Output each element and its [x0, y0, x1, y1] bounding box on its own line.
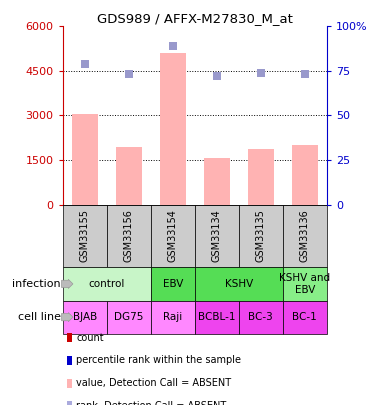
Text: percentile rank within the sample: percentile rank within the sample — [76, 356, 241, 365]
Text: GSM33156: GSM33156 — [124, 209, 134, 262]
Bar — [204, 158, 230, 205]
Bar — [151, 267, 195, 301]
Bar — [283, 301, 327, 334]
Text: infection: infection — [12, 279, 61, 289]
Bar — [239, 301, 283, 334]
Text: GSM33134: GSM33134 — [212, 209, 222, 262]
Bar — [283, 205, 327, 267]
Bar — [116, 147, 142, 205]
Text: control: control — [89, 279, 125, 289]
Text: Raji: Raji — [163, 312, 182, 322]
Point — [302, 71, 308, 78]
Bar — [195, 267, 283, 301]
Title: GDS989 / AFFX-M27830_M_at: GDS989 / AFFX-M27830_M_at — [97, 12, 293, 25]
Bar — [283, 267, 327, 301]
Point — [214, 73, 220, 79]
Text: count: count — [76, 333, 104, 343]
Text: DG75: DG75 — [114, 312, 143, 322]
Bar — [107, 205, 151, 267]
Text: GSM33155: GSM33155 — [80, 209, 90, 262]
Text: GSM33154: GSM33154 — [168, 209, 178, 262]
Text: rank, Detection Call = ABSENT: rank, Detection Call = ABSENT — [76, 401, 226, 405]
Point — [258, 69, 264, 76]
Text: BC-1: BC-1 — [293, 312, 317, 322]
Bar — [291, 145, 318, 205]
Point — [126, 71, 132, 78]
Bar — [63, 205, 107, 267]
Text: KSHV: KSHV — [225, 279, 253, 289]
Text: cell line: cell line — [18, 312, 61, 322]
Bar — [63, 301, 107, 334]
Text: value, Detection Call = ABSENT: value, Detection Call = ABSENT — [76, 378, 231, 388]
Bar — [151, 301, 195, 334]
Point — [170, 43, 176, 49]
Text: GSM33136: GSM33136 — [300, 209, 310, 262]
Bar — [160, 53, 186, 205]
Text: BC-3: BC-3 — [249, 312, 273, 322]
Text: KSHV and
EBV: KSHV and EBV — [279, 273, 330, 295]
Text: EBV: EBV — [163, 279, 183, 289]
Point — [82, 60, 88, 67]
Text: BJAB: BJAB — [73, 312, 97, 322]
Bar — [151, 205, 195, 267]
Bar — [71, 114, 98, 205]
Bar — [107, 301, 151, 334]
Bar — [239, 205, 283, 267]
Text: GSM33135: GSM33135 — [256, 209, 266, 262]
Bar — [195, 301, 239, 334]
Text: BCBL-1: BCBL-1 — [198, 312, 236, 322]
Bar — [195, 205, 239, 267]
Bar — [248, 149, 274, 205]
Bar — [63, 267, 151, 301]
